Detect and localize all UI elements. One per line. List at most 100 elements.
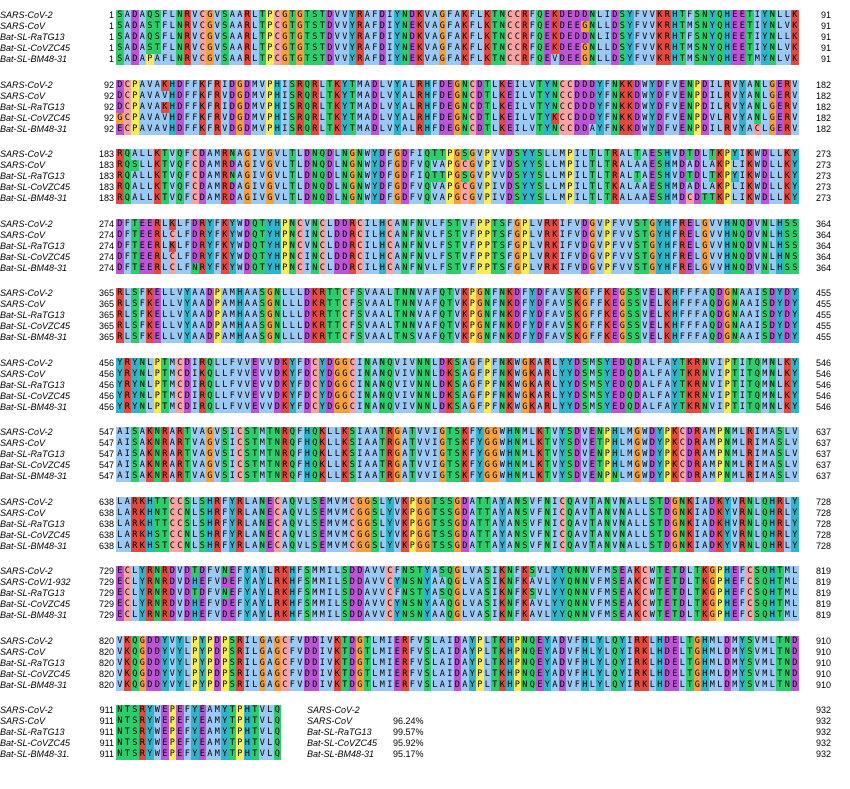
residue: T	[656, 529, 664, 541]
residue: R	[386, 438, 394, 449]
residue: K	[498, 679, 506, 691]
residue: E	[588, 460, 596, 471]
start-position: 1	[108, 32, 114, 42]
residue: K	[146, 471, 154, 482]
residue: A	[491, 540, 499, 552]
residue: C	[356, 251, 364, 263]
residue: M	[356, 112, 364, 124]
residue: H	[273, 112, 281, 124]
residue: P	[693, 123, 701, 135]
residue: V	[528, 529, 536, 541]
residue: E	[318, 540, 326, 552]
end-position: 910	[815, 657, 831, 668]
residue: N	[573, 610, 581, 621]
residue: R	[116, 182, 124, 193]
residue: T	[446, 332, 454, 343]
residue: V	[791, 123, 799, 135]
residue: G	[483, 449, 491, 460]
residue: N	[701, 21, 709, 32]
residue: P	[603, 229, 611, 241]
residue: L	[768, 218, 776, 230]
residue: L	[768, 679, 776, 691]
residue: N	[498, 357, 506, 369]
residue: T	[161, 496, 169, 508]
residue: V	[731, 529, 739, 541]
residue: V	[258, 90, 266, 102]
residue: G	[468, 401, 476, 413]
residue: T	[408, 460, 416, 471]
residue: D	[506, 182, 514, 193]
residue: A	[528, 577, 536, 588]
residue: R	[116, 299, 124, 310]
residue: E	[618, 577, 626, 588]
residue: D	[303, 182, 311, 193]
residue: V	[708, 218, 716, 230]
residue: S	[303, 599, 311, 610]
residue: T	[491, 32, 499, 43]
residue: K	[603, 288, 611, 299]
residue: Y	[198, 679, 206, 691]
residue: R	[198, 401, 206, 413]
residue: G	[266, 332, 274, 343]
residue: L	[378, 79, 386, 91]
residue: L	[333, 160, 341, 171]
residue: Y	[738, 123, 746, 135]
residue: A	[573, 518, 581, 530]
residue: I	[491, 566, 499, 577]
residue: D	[228, 90, 236, 102]
residue: R	[356, 54, 364, 65]
residue: L	[521, 101, 529, 113]
residue: R	[236, 679, 244, 691]
residue: D	[213, 657, 221, 669]
residue: L	[731, 193, 739, 204]
residue: E	[506, 79, 514, 91]
residue: N	[596, 471, 604, 482]
residue: C	[273, 518, 281, 530]
residue: M	[311, 588, 319, 599]
residue: P	[476, 635, 484, 647]
residue: E	[198, 610, 206, 621]
residue: E	[663, 599, 671, 610]
end-position: 273	[815, 182, 831, 192]
residue: C	[318, 240, 326, 252]
residue: H	[768, 540, 776, 552]
residue: Q	[716, 32, 724, 43]
residue: W	[363, 171, 371, 182]
residue: L	[281, 299, 289, 310]
residue: L	[618, 438, 626, 449]
residue: I	[753, 288, 761, 299]
residue: Y	[626, 43, 634, 54]
residue: S	[423, 657, 431, 669]
residue: T	[333, 321, 341, 332]
residue: Q	[761, 577, 769, 588]
residue: N	[768, 43, 776, 54]
residue: L	[738, 438, 746, 449]
residue: Y	[566, 379, 574, 391]
residue: K	[138, 518, 146, 530]
residue: M	[783, 599, 791, 610]
residue: P	[168, 749, 176, 760]
residue: D	[536, 310, 544, 321]
residue: V	[708, 251, 716, 263]
residue: L	[648, 657, 656, 669]
residue: N	[176, 32, 184, 43]
residue: T	[258, 32, 266, 43]
residue: F	[543, 332, 551, 343]
residue: Y	[791, 390, 799, 402]
residue: R	[296, 79, 304, 91]
start-position: 729	[98, 610, 114, 620]
residue: V	[326, 679, 334, 691]
residue: L	[551, 368, 559, 380]
residue: F	[183, 90, 191, 102]
residue: L	[783, 496, 791, 508]
residue: L	[551, 193, 559, 204]
residue: V	[731, 496, 739, 508]
residue: G	[348, 193, 356, 204]
residue: A	[423, 288, 431, 299]
residue: K	[461, 288, 469, 299]
start-position: 456	[98, 401, 114, 412]
residue: R	[116, 288, 124, 299]
residue: R	[543, 401, 551, 413]
residue: Y	[761, 54, 769, 65]
